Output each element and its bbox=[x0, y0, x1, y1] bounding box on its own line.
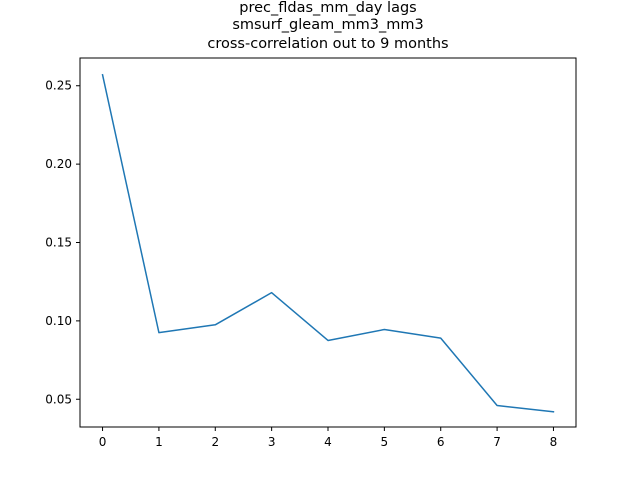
chart-title-line-1: prec_fldas_mm_day lags bbox=[239, 0, 416, 16]
x-tick-label: 3 bbox=[268, 435, 276, 449]
x-tick-label: 7 bbox=[493, 435, 501, 449]
chart-title-line-2: smsurf_gleam_mm3_mm3 bbox=[232, 17, 423, 33]
y-tick-label: 0.20 bbox=[45, 157, 72, 171]
series-line bbox=[101, 73, 555, 413]
y-tick-label: 0.15 bbox=[45, 236, 72, 250]
plot-area-frame bbox=[79, 57, 577, 428]
x-tick-label: 5 bbox=[381, 435, 389, 449]
y-tick-label: 0.05 bbox=[45, 392, 72, 406]
x-tick-label: 6 bbox=[437, 435, 445, 449]
series-points bbox=[102, 74, 554, 412]
x-tick-label: 1 bbox=[155, 435, 163, 449]
x-tick-label: 2 bbox=[211, 435, 219, 449]
y-axis: 0.05 0.10 0.15 0.20 0.25 bbox=[45, 79, 80, 406]
x-tick-label: 8 bbox=[550, 435, 558, 449]
chart-title: prec_fldas_mm_day lags smsurf_gleam_mm3_… bbox=[207, 0, 448, 52]
x-axis: 0 1 2 3 4 5 6 7 8 bbox=[99, 427, 558, 449]
chart-title-line-3: cross-correlation out to 9 months bbox=[207, 36, 448, 52]
x-tick-label: 4 bbox=[324, 435, 332, 449]
x-tick-label: 0 bbox=[99, 435, 107, 449]
y-tick-label: 0.10 bbox=[45, 314, 72, 328]
y-tick-label: 0.25 bbox=[45, 79, 72, 93]
